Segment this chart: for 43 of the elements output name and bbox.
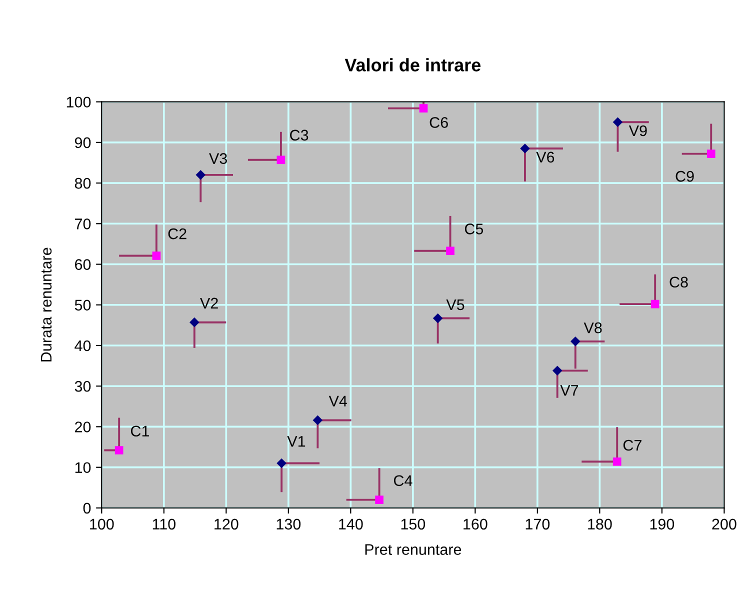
annotation: V3 — [209, 153, 227, 164]
x-tick-label: 140 — [339, 518, 363, 530]
chart-title: Valori de intrare — [344, 58, 481, 72]
annotation: V7 — [560, 385, 578, 396]
annotation: C3 — [290, 130, 308, 141]
annotation: C2 — [168, 228, 186, 240]
y-tick-label: 10 — [75, 462, 91, 474]
annotation: C7 — [623, 440, 642, 451]
annotation: V2 — [200, 298, 218, 308]
x-tick-label: 120 — [214, 518, 238, 530]
y-tick-label: 80 — [74, 178, 91, 189]
annotation: V1 — [287, 436, 306, 447]
y-tick-label: 60 — [75, 259, 91, 270]
annotation: V8 — [584, 322, 602, 334]
y-tick-label: 90 — [74, 137, 91, 148]
annotation: C9 — [676, 170, 694, 182]
x-tick-label: 110 — [152, 518, 176, 530]
x-tick-label: 190 — [650, 518, 674, 530]
x-tick-label: 160 — [464, 518, 488, 530]
annotation: C8 — [670, 276, 688, 288]
y-tick-label: 100 — [66, 96, 91, 108]
y-axis-title: Durata renuntare — [40, 248, 52, 362]
y-tick-label: 50 — [74, 300, 91, 311]
annotation: C6 — [430, 117, 448, 128]
x-tick-label: 180 — [588, 518, 612, 530]
x-tick-label: 200 — [712, 518, 736, 530]
annotation: C1 — [130, 426, 149, 437]
annotation: V4 — [328, 396, 348, 406]
annotation: V9 — [628, 125, 647, 136]
annotation: C4 — [394, 475, 412, 486]
x-tick-label: 150 — [401, 518, 426, 530]
y-tick-label: 20 — [75, 422, 91, 432]
x-tick-label: 130 — [276, 518, 301, 530]
y-tick-label: 30 — [74, 380, 91, 392]
y-tick-label: 70 — [75, 218, 91, 230]
annotation: V5 — [446, 299, 464, 310]
y-tick-label: 0 — [83, 502, 91, 514]
y-tick-label: 40 — [74, 340, 91, 352]
x-tick-label: 170 — [526, 518, 550, 530]
x-axis-title: Pret renuntare — [365, 544, 462, 555]
x-tick-label: 100 — [90, 518, 114, 530]
annotation: V6 — [536, 152, 554, 163]
annotation: C5 — [464, 224, 484, 234]
